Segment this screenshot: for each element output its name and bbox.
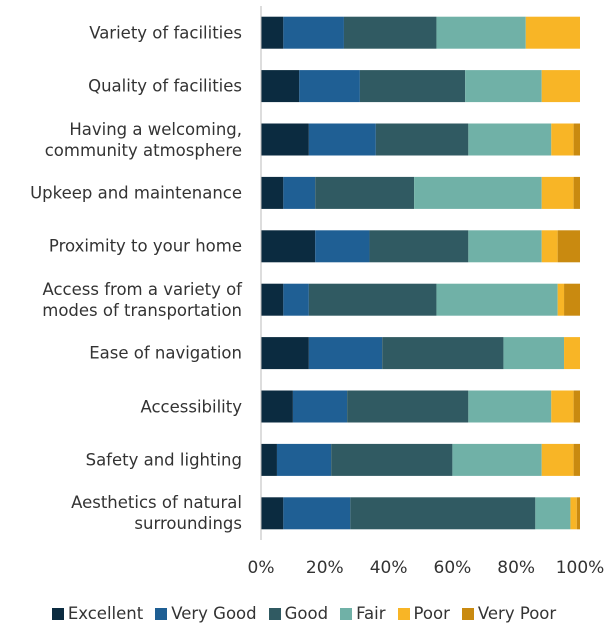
- bar-segment: [283, 176, 316, 209]
- bar-segment: [468, 230, 542, 263]
- legend-label: Fair: [356, 604, 386, 623]
- x-tick-label: 0%: [248, 558, 275, 578]
- bar-segment: [557, 283, 565, 316]
- bar-segment: [573, 176, 580, 209]
- legend: Excellent Very Good Good Fair Poor Very Poor: [0, 604, 608, 623]
- legend-swatch: [51, 607, 64, 620]
- bar-segment: [283, 16, 344, 49]
- legend-swatch: [397, 607, 410, 620]
- legend-swatch: [155, 607, 168, 620]
- bar-segment: [551, 390, 574, 423]
- legend-swatch: [461, 607, 474, 620]
- category-label: Access from a variety of modes of transp…: [42, 279, 242, 320]
- legend-item: Good: [268, 604, 329, 623]
- category-label: Safety and lighting: [85, 450, 242, 470]
- bar-segment: [564, 337, 580, 370]
- bar-segment: [308, 283, 437, 316]
- category-label: Quality of facilities: [88, 76, 242, 96]
- bar-segment: [535, 497, 571, 530]
- bar-segment: [452, 443, 542, 476]
- bar-segment: [551, 123, 574, 156]
- category-label: Upkeep and maintenance: [30, 183, 242, 203]
- bar-segment: [436, 283, 558, 316]
- category-label: Variety of facilities: [89, 23, 242, 43]
- bar-segment: [465, 70, 542, 103]
- bar-segment: [331, 443, 453, 476]
- bar-segment: [347, 390, 469, 423]
- bar-segment: [292, 390, 348, 423]
- bar-segment: [261, 443, 277, 476]
- category-label: Accessibility: [140, 397, 242, 416]
- bar-segment: [375, 123, 469, 156]
- bar-segment: [261, 283, 284, 316]
- legend-label: Good: [284, 604, 329, 623]
- legend-item: Fair: [340, 604, 386, 623]
- bar-segment: [343, 16, 437, 49]
- legend-swatch: [268, 607, 281, 620]
- bar-segment: [261, 390, 293, 423]
- bar-segment: [541, 176, 574, 209]
- category-label: Proximity to your home: [48, 236, 242, 256]
- bar-segment: [261, 230, 316, 263]
- legend-item: Very Poor: [461, 604, 557, 623]
- bar-segment: [468, 123, 552, 156]
- category-label: Ease of navigation: [89, 343, 242, 363]
- bar-segment: [541, 443, 574, 476]
- bar-segment: [573, 443, 580, 476]
- legend-item: Poor: [397, 604, 450, 623]
- x-tick-label: 20%: [306, 558, 344, 578]
- bar-segment: [573, 123, 580, 156]
- x-tick-label: 80%: [497, 558, 535, 578]
- bar-segment: [436, 16, 526, 49]
- x-tick-label: 100%: [556, 558, 605, 578]
- bar-segment: [283, 283, 309, 316]
- legend-label: Very Poor: [477, 604, 557, 623]
- x-tick-label: 60%: [434, 558, 472, 578]
- bar-segment: [541, 230, 558, 263]
- bar-segment: [350, 497, 536, 530]
- category-label: Aesthetics of natural surroundings: [71, 493, 242, 534]
- legend-label: Poor: [413, 604, 450, 623]
- bar-segment: [315, 230, 370, 263]
- bar-segment: [308, 337, 383, 370]
- bar-segment: [557, 230, 580, 263]
- legend-item: Excellent: [51, 604, 144, 623]
- x-tick-label: 40%: [370, 558, 408, 578]
- bar-segment: [283, 497, 351, 530]
- bar-segment: [261, 70, 300, 103]
- bar-segment: [576, 497, 580, 530]
- bar-segment: [261, 123, 309, 156]
- bar-segment: [315, 176, 415, 209]
- bar-segment: [414, 176, 542, 209]
- legend-label: Excellent: [67, 604, 144, 623]
- bar-segment: [468, 390, 552, 423]
- bar-segment: [261, 337, 309, 370]
- bar-segment: [261, 176, 284, 209]
- legend-swatch: [340, 607, 353, 620]
- bar-segment: [564, 283, 580, 316]
- bar-segment: [570, 497, 577, 530]
- bar-segment: [276, 443, 332, 476]
- bar-segment: [503, 337, 565, 370]
- bar-segment: [541, 70, 580, 103]
- category-label: Having a welcoming, community atmosphere: [44, 119, 242, 160]
- bar-segment: [369, 230, 469, 263]
- bar-segment: [261, 497, 284, 530]
- legend-item: Very Good: [155, 604, 257, 623]
- legend-label: Very Good: [171, 604, 257, 623]
- bar-segment: [261, 16, 284, 49]
- bar-segment: [299, 70, 360, 103]
- bar-segment: [382, 337, 504, 370]
- bar-segment: [359, 70, 466, 103]
- bar-segment: [525, 16, 580, 49]
- bar-segment: [573, 390, 580, 423]
- bar-segment: [308, 123, 376, 156]
